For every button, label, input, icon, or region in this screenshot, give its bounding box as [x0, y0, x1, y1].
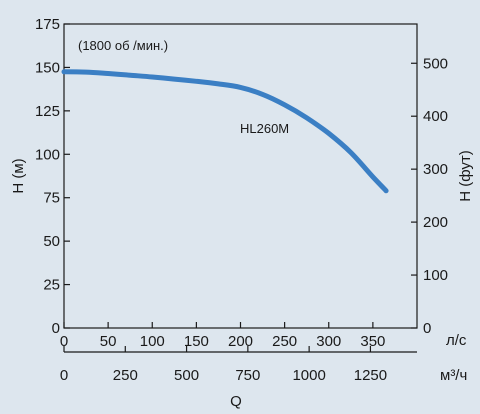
- top-x-ticks: 0 50 100 150 200 250 300 350: [60, 322, 385, 350]
- x-top-tick-label: 250: [272, 333, 297, 350]
- y-left-tick-label: 150: [35, 59, 60, 76]
- x-top-tick-label: 300: [316, 333, 341, 350]
- y-left-tick-label: 125: [35, 103, 60, 120]
- x-axis-title: Q: [230, 393, 242, 410]
- speed-annotation: (1800 об /мин.): [78, 38, 168, 53]
- y-right-tick-label: 200: [423, 214, 448, 231]
- x-top-tick-label: 0: [60, 333, 68, 350]
- x-bottom-tick-label: 1000: [292, 367, 325, 384]
- bottom-x-ticks: 0 250 500 750 1000 1250: [60, 346, 387, 384]
- x-bottom-tick-label: 250: [113, 367, 138, 384]
- y-left-tick-label: 100: [35, 146, 60, 163]
- series-label: HL260M: [240, 121, 289, 136]
- y-right-tick-label: 300: [423, 161, 448, 178]
- right-y-ticks: 0 100 200 300 400 500: [411, 55, 448, 337]
- x-bottom-tick-label: 750: [235, 367, 260, 384]
- y-left-tick-label: 0: [52, 320, 60, 337]
- x-bottom-tick-label: 500: [174, 367, 199, 384]
- x-top-tick-label: 50: [100, 333, 117, 350]
- y-left-tick-label: 75: [43, 190, 60, 207]
- y-left-tick-label: 50: [43, 233, 60, 250]
- y-right-tick-label: 400: [423, 108, 448, 125]
- y-left-axis-title: H (м): [10, 158, 27, 193]
- left-y-ticks: 0 25 50 75 100 125 150 175: [35, 16, 70, 337]
- y-right-axis-title: H (фут): [457, 150, 474, 202]
- y-left-tick-label: 25: [43, 277, 60, 294]
- x-top-tick-label: 100: [140, 333, 165, 350]
- x-bottom-tick-label: 0: [60, 367, 68, 384]
- x-bottom-unit: м³/ч: [440, 367, 467, 384]
- plot-frame: [63, 23, 418, 329]
- x-top-tick-label: 350: [360, 333, 385, 350]
- y-left-tick-label: 175: [35, 16, 60, 33]
- x-top-tick-label: 150: [184, 333, 209, 350]
- x-bottom-tick-label: 1250: [354, 367, 387, 384]
- y-right-tick-label: 0: [423, 320, 431, 337]
- x-top-unit: л/с: [446, 332, 467, 349]
- x-top-tick-label: 200: [228, 333, 253, 350]
- series-line-hl260m: [61, 69, 389, 194]
- y-right-tick-label: 100: [423, 267, 448, 284]
- y-right-tick-label: 500: [423, 55, 448, 72]
